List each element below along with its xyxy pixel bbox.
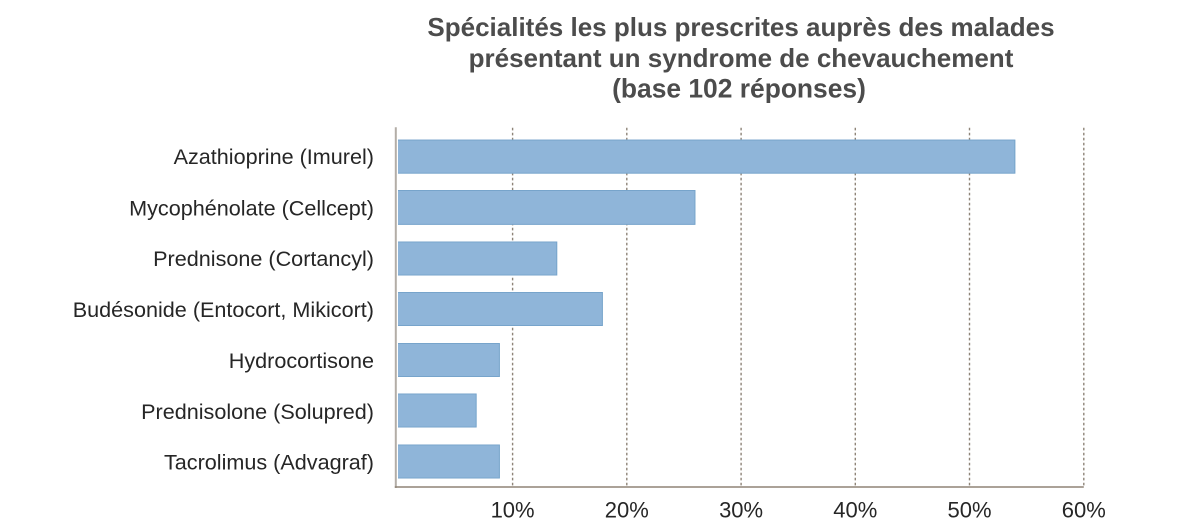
svg-text:10%: 10% xyxy=(491,498,535,523)
svg-text:Tacrolimus (Advagraf): Tacrolimus (Advagraf) xyxy=(164,450,374,475)
svg-text:50%: 50% xyxy=(947,498,991,523)
svg-text:20%: 20% xyxy=(605,498,649,523)
svg-text:Mycophénolate (Cellcept): Mycophénolate (Cellcept) xyxy=(129,196,374,221)
svg-text:présentant un syndrome de chev: présentant un syndrome de chevauchement xyxy=(469,43,1014,73)
svg-text:Budésonide (Entocort, Mikicort: Budésonide (Entocort, Mikicort) xyxy=(73,297,374,322)
svg-text:(base 102 réponses): (base 102 réponses) xyxy=(612,74,866,104)
svg-text:40%: 40% xyxy=(833,498,877,523)
svg-text:60%: 60% xyxy=(1062,498,1106,523)
svg-text:Prednisone (Cortancyl): Prednisone (Cortancyl) xyxy=(153,246,374,271)
svg-text:Azathioprine (Imurel): Azathioprine (Imurel) xyxy=(174,144,374,169)
svg-text:Hydrocortisone: Hydrocortisone xyxy=(229,348,374,373)
svg-text:Prednisolone (Solupred): Prednisolone (Solupred) xyxy=(141,399,374,424)
svg-text:30%: 30% xyxy=(719,498,763,523)
svg-text:Spécialités les plus prescrite: Spécialités les plus prescrites auprès d… xyxy=(427,12,1054,42)
